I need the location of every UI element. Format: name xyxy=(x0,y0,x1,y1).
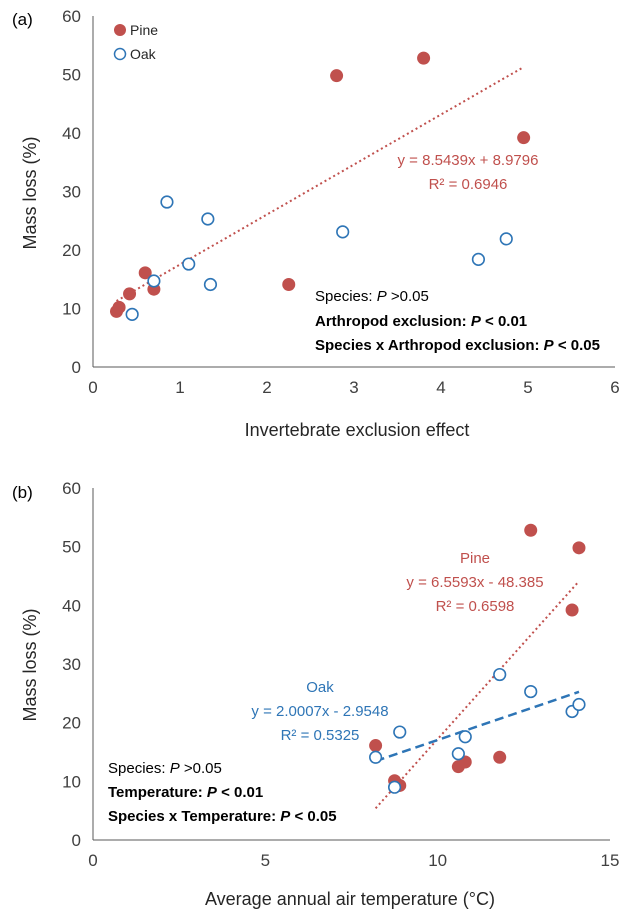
panel-b-points xyxy=(369,523,586,794)
oak-data-point xyxy=(182,257,196,271)
x-tick-label: 6 xyxy=(610,378,619,397)
y-tick-label: 50 xyxy=(62,538,81,557)
panel-b-stat-temperature: Temperature: P < 0.01 xyxy=(108,784,263,801)
panel-a-stat-interaction: Species x Arthropod exclusion: P < 0.05 xyxy=(315,337,600,354)
panel-b-pine-r2: R² = 0.6598 xyxy=(436,598,515,615)
panel-a-y-tick-labels: 0 10 20 30 40 50 60 xyxy=(62,7,81,377)
x-tick-label: 0 xyxy=(88,851,97,870)
x-tick-label: 1 xyxy=(175,378,184,397)
y-tick-label: 30 xyxy=(62,183,81,202)
panel-a-pine-r2: R² = 0.6946 xyxy=(429,176,508,193)
panel-b-x-tick-labels: 0 5 10 15 xyxy=(88,851,619,870)
panel-a-stat-arthropod: Arthropod exclusion: P < 0.01 xyxy=(315,313,527,330)
y-tick-label: 20 xyxy=(62,714,81,733)
panel-b-oak-label: Oak xyxy=(306,679,334,696)
panel-a-y-axis-title: Mass loss (%) xyxy=(20,136,40,249)
oak-data-point xyxy=(147,274,161,288)
panel-a-trendlines xyxy=(115,66,525,302)
panel-a-stat-species: Species: P >0.05 xyxy=(315,288,429,305)
panel-b-pine-label: Pine xyxy=(460,550,490,567)
panel-b-oak-r2: R² = 0.5325 xyxy=(281,727,360,744)
panel-b-stat-species: Species: P >0.05 xyxy=(108,760,222,777)
legend-oak-marker xyxy=(113,47,127,61)
x-tick-label: 5 xyxy=(261,851,270,870)
x-tick-label: 3 xyxy=(349,378,358,397)
panel-a-x-tick-labels: 0 1 2 3 4 5 6 xyxy=(88,378,619,397)
x-tick-label: 2 xyxy=(262,378,271,397)
oak-data-point xyxy=(369,750,383,764)
legend-pine-label: Pine xyxy=(130,22,158,38)
panel-b-pine-equation: y = 6.5593x - 48.385 xyxy=(406,574,543,591)
legend-pine-marker xyxy=(114,24,126,36)
pine-data-point xyxy=(138,266,152,280)
oak-data-point xyxy=(160,195,174,209)
oak-data-point xyxy=(524,684,538,699)
y-tick-label: 40 xyxy=(62,124,81,143)
x-tick-label: 15 xyxy=(601,851,620,870)
oak-data-point xyxy=(493,667,507,682)
pine-data-point xyxy=(517,131,531,145)
oak-data-point xyxy=(125,307,139,321)
y-tick-label: 0 xyxy=(72,358,81,377)
y-tick-label: 0 xyxy=(72,831,81,850)
legend-oak-label: Oak xyxy=(130,46,157,62)
panel-b-stat-interaction: Species x Temperature: P < 0.05 xyxy=(108,808,337,825)
x-tick-label: 4 xyxy=(436,378,445,397)
oak-data-point xyxy=(572,697,586,712)
pine-data-point xyxy=(369,739,383,753)
pine-data-point xyxy=(493,750,507,764)
y-tick-label: 10 xyxy=(62,772,81,791)
oak-data-point xyxy=(203,277,218,292)
x-tick-label: 5 xyxy=(523,378,532,397)
panel-b-oak-equation: y = 2.0007x - 2.9548 xyxy=(251,703,388,720)
pine-data-point xyxy=(330,69,344,83)
panel-b-trendlines xyxy=(374,580,580,809)
y-tick-label: 50 xyxy=(62,66,81,85)
panel-a-x-axis-title: Invertebrate exclusion effect xyxy=(245,420,470,440)
oak-data-point xyxy=(471,252,486,266)
pine-data-point xyxy=(282,278,296,292)
panel-b-label: (b) xyxy=(12,483,33,502)
oak-data-point xyxy=(458,730,472,744)
pine-data-point xyxy=(123,287,137,301)
panel-a-points xyxy=(109,51,531,321)
panel-b: (b) Mass loss (%) Average annual air tem… xyxy=(12,479,619,909)
oak-data-point xyxy=(393,725,407,739)
oak-data-point xyxy=(451,747,465,761)
pine-data-point xyxy=(572,541,586,555)
oak-data-point xyxy=(336,225,350,239)
pine-data-point xyxy=(417,51,431,65)
pine-data-point xyxy=(524,523,538,537)
panel-b-y-tick-labels: 0 10 20 30 40 50 60 xyxy=(62,479,81,850)
oak-data-point xyxy=(201,212,215,226)
panel-a-pine-equation: y = 8.5439x + 8.9796 xyxy=(398,152,539,169)
x-tick-label: 10 xyxy=(428,851,447,870)
panel-a-label: (a) xyxy=(12,10,33,29)
panel-a: (a) Mass loss (%) Invertebrate exclusion… xyxy=(12,7,620,440)
y-tick-label: 60 xyxy=(62,7,81,26)
y-tick-label: 30 xyxy=(62,655,81,674)
y-tick-label: 20 xyxy=(62,241,81,260)
pine-trendline xyxy=(115,66,525,302)
panel-b-y-axis-title: Mass loss (%) xyxy=(20,608,40,721)
pine-data-point xyxy=(565,603,579,617)
y-tick-label: 60 xyxy=(62,479,81,498)
x-tick-label: 0 xyxy=(88,378,97,397)
y-tick-label: 10 xyxy=(62,300,81,319)
panel-b-x-axis-title: Average annual air temperature (°C) xyxy=(205,889,495,909)
pine-trendline xyxy=(374,580,580,809)
pine-data-point xyxy=(112,300,126,314)
oak-data-point xyxy=(499,232,513,246)
oak-trendline xyxy=(375,690,580,763)
y-tick-label: 40 xyxy=(62,596,81,615)
oak-data-point xyxy=(387,780,402,794)
panel-a-legend: Pine Oak xyxy=(113,22,158,62)
